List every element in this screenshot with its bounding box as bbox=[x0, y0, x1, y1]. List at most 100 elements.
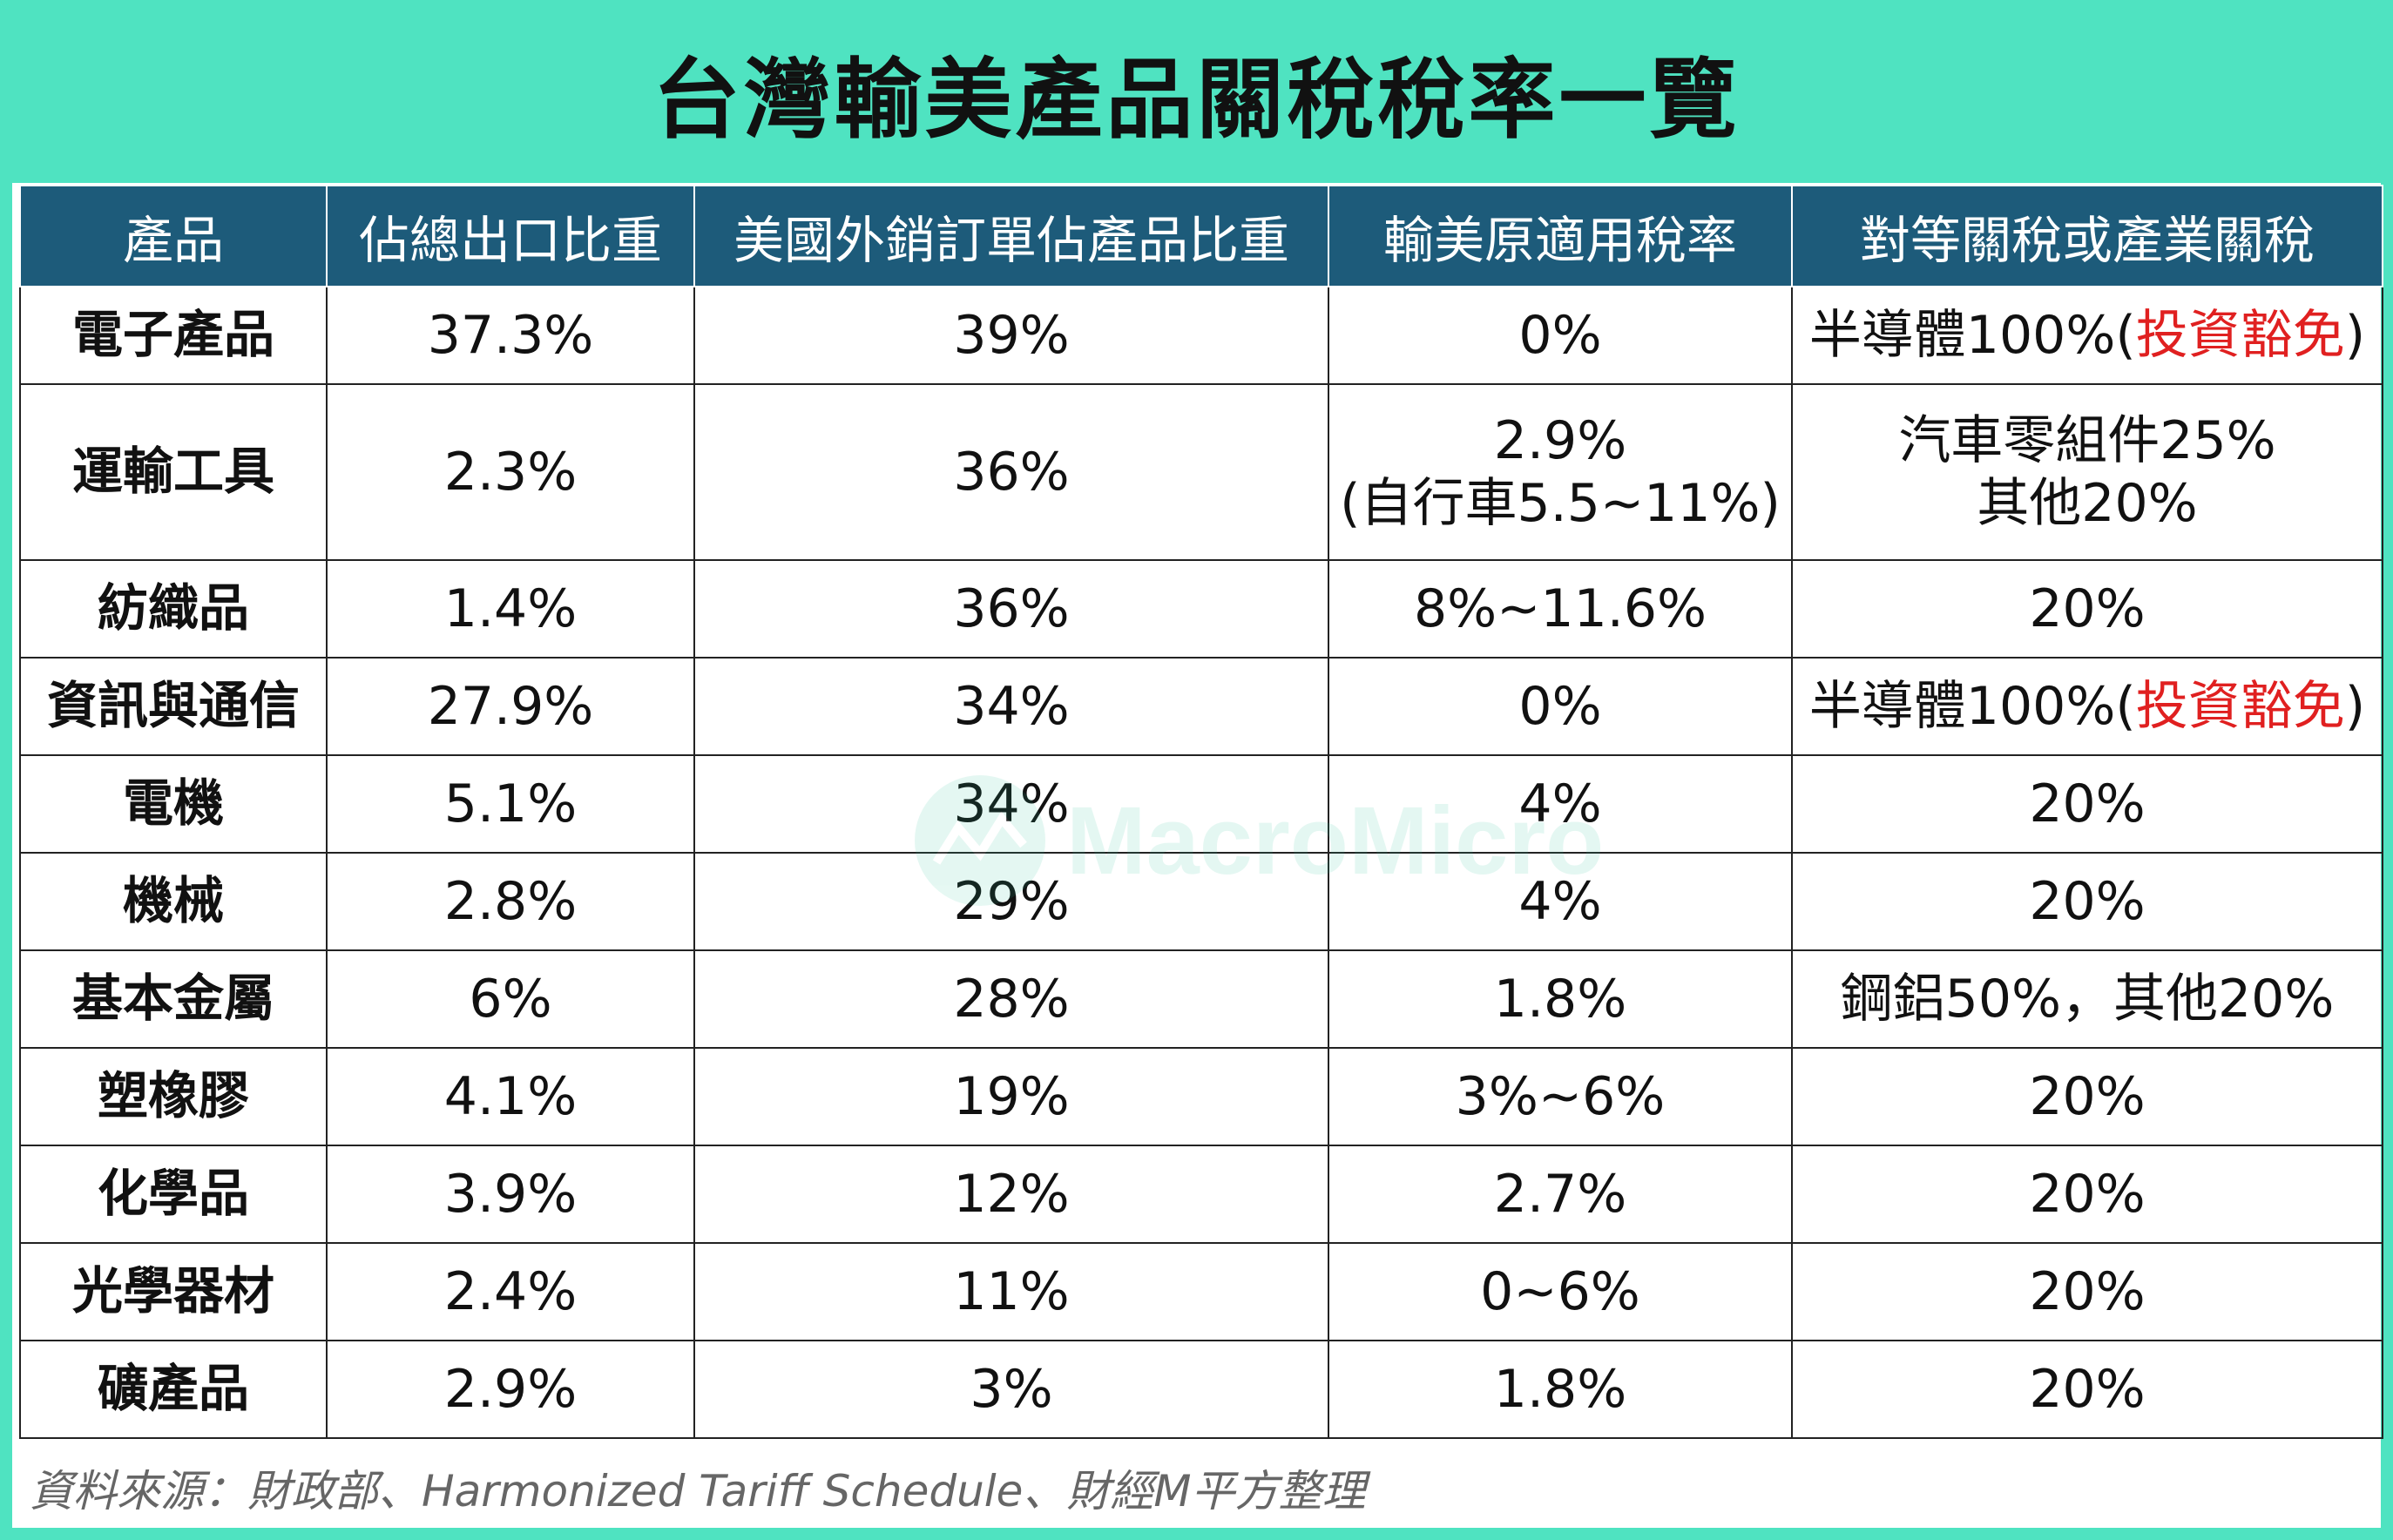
tariff-cell: 鋼鋁50%，其他20% bbox=[1791, 949, 2383, 1049]
tariff-cell: 20% bbox=[1791, 1047, 2383, 1146]
exemption-highlight: 投資豁免 bbox=[2135, 305, 2345, 366]
table-row: 塑橡膠 4.1% 19% 3%~6% 20% bbox=[19, 1047, 2383, 1146]
original-rate-line: 0% bbox=[1518, 676, 1602, 737]
tariff-text: ) bbox=[2344, 676, 2366, 737]
original-rate-line: 4% bbox=[1518, 773, 1602, 834]
table-row: 礦產品 2.9% 3% 1.8% 20% bbox=[19, 1340, 2383, 1439]
us-order-share-cell: 36% bbox=[693, 559, 1329, 659]
original-rate-line: 0~6% bbox=[1480, 1261, 1640, 1322]
tariff-text: 半導體100%( bbox=[1808, 676, 2136, 737]
us-order-share-cell: 19% bbox=[693, 1047, 1329, 1146]
table-row: 紡織品 1.4% 36% 8%~11.6% 20% bbox=[19, 559, 2383, 659]
product-cell: 電機 bbox=[19, 754, 328, 854]
tariff-line: 20% bbox=[2029, 1164, 2146, 1225]
tariff-line: 20% bbox=[2029, 1066, 2146, 1127]
us-order-share-cell: 34% bbox=[693, 657, 1329, 756]
exemption-highlight: 投資豁免 bbox=[2135, 676, 2345, 737]
tariff-line: 鋼鋁50%，其他20% bbox=[1840, 969, 2335, 1030]
title-bar: 台灣輸美產品關稅稅率一覽 bbox=[0, 0, 2393, 183]
product-cell: 化學品 bbox=[19, 1145, 328, 1244]
column-header-export-share: 佔總出口比重 bbox=[326, 185, 695, 287]
original-rate-cell: 0~6% bbox=[1328, 1242, 1793, 1341]
product-cell: 塑橡膠 bbox=[19, 1047, 328, 1146]
tariff-cell: 半導體100%(投資豁免) bbox=[1791, 286, 2383, 385]
tariff-line: 20% bbox=[2029, 773, 2146, 834]
tariff-cell: 汽車零組件25% 其他20% bbox=[1791, 383, 2383, 561]
us-order-share-cell: 39% bbox=[693, 286, 1329, 385]
table-row: 電機 5.1% 34% 4% 20% bbox=[19, 754, 2383, 854]
product-cell: 電子產品 bbox=[19, 286, 328, 385]
export-share-cell: 2.3% bbox=[326, 383, 695, 561]
tariff-text: 半導體100%( bbox=[1808, 305, 2136, 366]
export-share-cell: 3.9% bbox=[326, 1145, 695, 1244]
product-cell: 基本金屬 bbox=[19, 949, 328, 1049]
original-rate-cell: 2.7% bbox=[1328, 1145, 1793, 1244]
original-rate-cell: 3%~6% bbox=[1328, 1047, 1793, 1146]
original-rate-cell: 4% bbox=[1328, 852, 1793, 951]
export-share-cell: 2.9% bbox=[326, 1340, 695, 1439]
table-row: 基本金屬 6% 28% 1.8% 鋼鋁50%，其他20% bbox=[19, 949, 2383, 1049]
original-rate-cell: 1.8% bbox=[1328, 1340, 1793, 1439]
tariff-line: 其他20% bbox=[1977, 473, 2198, 534]
us-order-share-cell: 3% bbox=[693, 1340, 1329, 1439]
product-cell: 資訊與通信 bbox=[19, 657, 328, 756]
tariff-line: 20% bbox=[2029, 871, 2146, 932]
us-order-share-cell: 28% bbox=[693, 949, 1329, 1049]
original-rate-line: 4% bbox=[1518, 871, 1602, 932]
original-rate-line: (自行車5.5~11%) bbox=[1340, 473, 1781, 534]
original-rate-line: 8%~11.6% bbox=[1413, 578, 1707, 639]
table-row: 化學品 3.9% 12% 2.7% 20% bbox=[19, 1145, 2383, 1244]
export-share-cell: 2.4% bbox=[326, 1242, 695, 1341]
tariff-line: 20% bbox=[2029, 578, 2146, 639]
column-header-product: 產品 bbox=[19, 185, 328, 287]
us-order-share-cell: 11% bbox=[693, 1242, 1329, 1341]
original-rate-line: 1.8% bbox=[1493, 969, 1627, 1030]
tariff-cell: 20% bbox=[1791, 559, 2383, 659]
original-rate-cell: 8%~11.6% bbox=[1328, 559, 1793, 659]
export-share-cell: 4.1% bbox=[326, 1047, 695, 1146]
original-rate-line: 3%~6% bbox=[1455, 1066, 1666, 1127]
column-header-us-order-share: 美國外銷訂單佔產品比重 bbox=[693, 185, 1329, 287]
table-row: 電子產品 37.3% 39% 0% 半導體100%(投資豁免) bbox=[19, 286, 2383, 385]
original-rate-line: 0% bbox=[1518, 305, 1602, 366]
original-rate-line: 1.8% bbox=[1493, 1359, 1627, 1420]
product-cell: 礦產品 bbox=[19, 1340, 328, 1439]
us-order-share-cell: 29% bbox=[693, 852, 1329, 951]
export-share-cell: 1.4% bbox=[326, 559, 695, 659]
tariff-cell: 20% bbox=[1791, 1340, 2383, 1439]
product-cell: 紡織品 bbox=[19, 559, 328, 659]
tariff-text: ) bbox=[2344, 305, 2366, 366]
export-share-cell: 37.3% bbox=[326, 286, 695, 385]
table-row: 機械 2.8% 29% 4% 20% bbox=[19, 852, 2383, 951]
table-row: 運輸工具 2.3% 36% 2.9% (自行車5.5~11%) 汽車零組件25% 其他20% bbox=[19, 383, 2383, 561]
tariff-cell: 半導體100%(投資豁免) bbox=[1791, 657, 2383, 756]
table-header-row: 產品 佔總出口比重 美國外銷訂單佔產品比重 輸美原適用稅率 對等關稅或產業關稅 bbox=[19, 185, 2383, 287]
tariff-cell: 20% bbox=[1791, 1145, 2383, 1244]
original-rate-cell: 0% bbox=[1328, 657, 1793, 756]
tariff-cell: 20% bbox=[1791, 754, 2383, 854]
table-row: 光學器材 2.4% 11% 0~6% 20% bbox=[19, 1242, 2383, 1341]
original-rate-cell: 1.8% bbox=[1328, 949, 1793, 1049]
source-note: 資料來源：財政部、Harmonized Tariff Schedule、財經M平… bbox=[30, 1466, 1366, 1516]
product-cell: 光學器材 bbox=[19, 1242, 328, 1341]
us-order-share-cell: 34% bbox=[693, 754, 1329, 854]
original-rate-cell: 0% bbox=[1328, 286, 1793, 385]
export-share-cell: 6% bbox=[326, 949, 695, 1049]
tariff-table: 產品 佔總出口比重 美國外銷訂單佔產品比重 輸美原適用稅率 對等關稅或產業關稅 … bbox=[19, 185, 2383, 1439]
page-title: 台灣輸美產品關稅稅率一覽 bbox=[652, 48, 1741, 151]
original-rate-cell: 4% bbox=[1328, 754, 1793, 854]
export-share-cell: 27.9% bbox=[326, 657, 695, 756]
original-rate-line: 2.9% bbox=[1493, 410, 1627, 471]
us-order-share-cell: 12% bbox=[693, 1145, 1329, 1244]
export-share-cell: 2.8% bbox=[326, 852, 695, 951]
product-cell: 機械 bbox=[19, 852, 328, 951]
column-header-original-rate: 輸美原適用稅率 bbox=[1328, 185, 1793, 287]
tariff-line: 20% bbox=[2029, 1261, 2146, 1322]
tariff-line: 汽車零組件25% bbox=[1898, 410, 2276, 471]
tariff-line: 20% bbox=[2029, 1359, 2146, 1420]
tariff-cell: 20% bbox=[1791, 852, 2383, 951]
table-row: 資訊與通信 27.9% 34% 0% 半導體100%(投資豁免) bbox=[19, 657, 2383, 756]
table-body: 電子產品 37.3% 39% 0% 半導體100%(投資豁免) 運輸工具 2.3% 36% 2.… bbox=[19, 286, 2383, 1439]
product-cell: 運輸工具 bbox=[19, 383, 328, 561]
original-rate-cell: 2.9% (自行車5.5~11%) bbox=[1328, 383, 1793, 561]
